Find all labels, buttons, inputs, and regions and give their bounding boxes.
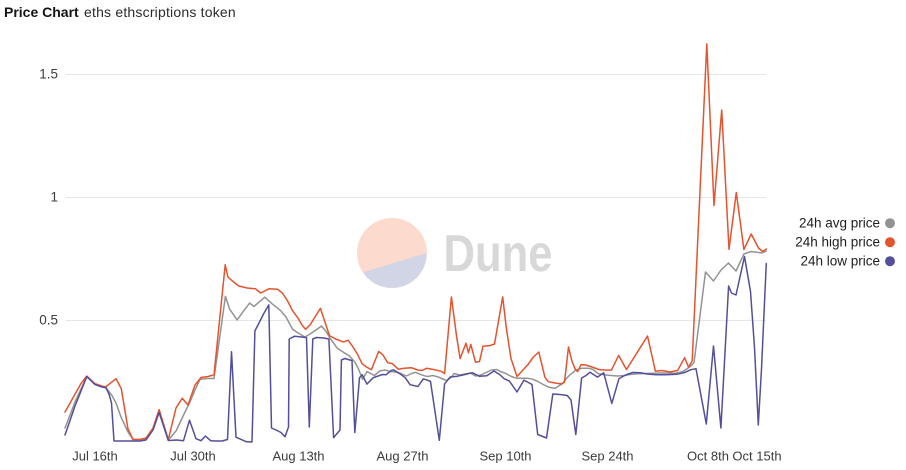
svg-text:Sep 24th: Sep 24th bbox=[581, 449, 633, 464]
svg-text:Oct 15th: Oct 15th bbox=[732, 449, 781, 464]
svg-text:Dune: Dune bbox=[444, 225, 553, 283]
svg-text:Sep 10th: Sep 10th bbox=[479, 449, 531, 464]
svg-text:1.5: 1.5 bbox=[39, 67, 58, 82]
svg-text:Jul 30th: Jul 30th bbox=[170, 449, 216, 464]
svg-text:1: 1 bbox=[50, 190, 58, 205]
svg-text:Aug 13th: Aug 13th bbox=[272, 449, 324, 464]
svg-text:0.5: 0.5 bbox=[39, 313, 58, 328]
svg-text:24h avg price: 24h avg price bbox=[799, 216, 880, 231]
svg-text:24h high price: 24h high price bbox=[795, 235, 880, 250]
svg-text:Aug 27th: Aug 27th bbox=[376, 449, 428, 464]
svg-text:Oct 8th: Oct 8th bbox=[687, 449, 729, 464]
svg-text:eths ethscriptions token: eths ethscriptions token bbox=[84, 4, 236, 20]
svg-text:Price Chart: Price Chart bbox=[4, 4, 79, 20]
svg-text:24h low price: 24h low price bbox=[800, 254, 880, 269]
svg-text:Jul 16th: Jul 16th bbox=[72, 449, 118, 464]
